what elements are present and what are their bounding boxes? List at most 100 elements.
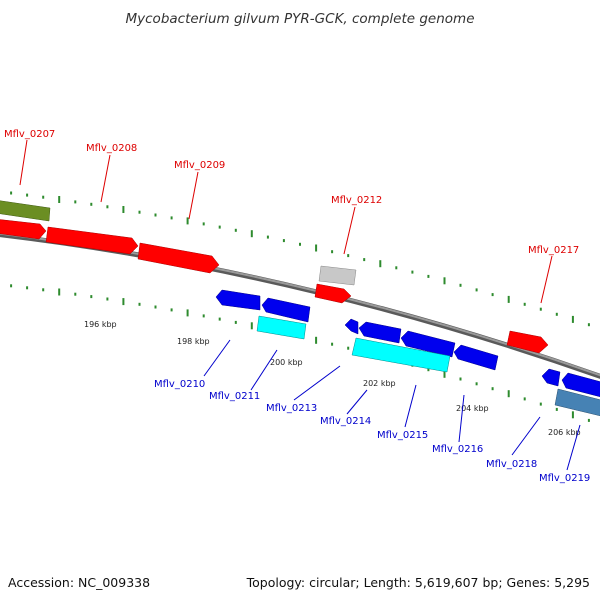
gene-label-mflv-0218[interactable]: Mflv_0218 [486,459,537,470]
major-tick [379,260,382,268]
gene-label-mflv-0212[interactable]: Mflv_0212 [331,195,382,206]
gene-label-mflv-0207[interactable]: Mflv_0207 [4,129,55,140]
minor-tick [347,346,350,350]
minor-tick [202,222,205,226]
minor-tick [154,305,157,309]
minor-tick [427,368,430,372]
gene-mflv-0214[interactable] [358,321,402,344]
major-tick [186,309,189,317]
gene-mflv-0207[interactable] [0,200,51,222]
scale-label-206: 206 kbp [548,428,581,437]
minor-tick [491,387,494,391]
minor-tick [234,228,237,232]
gene-grey[interactable] [318,265,357,286]
gene-mflv-0208[interactable] [45,226,139,255]
scale-label-196: 196 kbp [84,320,117,329]
major-tick [443,370,446,378]
gene-label-mflv-0211[interactable]: Mflv_0211 [209,391,260,402]
major-tick [507,295,510,303]
minor-tick [587,323,590,327]
gene-label-mflv-0213[interactable]: Mflv_0213 [266,403,317,414]
gene-label-mflv-0215[interactable]: Mflv_0215 [377,430,428,441]
gene-mflv-0211-cyan[interactable] [256,315,307,340]
minor-tick [539,402,542,406]
minor-tick [331,250,334,254]
minor-tick [234,320,237,324]
gene-mflv-0212[interactable] [314,283,352,304]
scale-label-204: 204 kbp [456,404,489,413]
major-tick [122,206,125,213]
minor-tick [138,302,141,306]
major-tick [250,230,253,238]
minor-tick [491,293,494,297]
minor-tick [26,286,29,290]
minor-tick [395,266,398,270]
gene-label-mflv-0209[interactable]: Mflv_0209 [174,160,225,171]
minor-tick [218,317,221,321]
gene-labels-bottom: Mflv_0210 Mflv_0211 Mflv_0213 Mflv_0214 … [154,379,590,484]
minor-tick [459,283,462,287]
label-leader-lines [19,139,581,471]
gene-mflv-0210[interactable] [215,289,261,311]
gene-label-mflv-0216[interactable]: Mflv_0216 [432,444,483,455]
minor-tick [10,191,13,195]
gene-labels-top: Mflv_0207 Mflv_0208 Mflv_0209 Mflv_0212 … [4,129,579,256]
major-tick [58,288,61,296]
outer-tick-ring [10,191,590,327]
gene-mflv-0218b[interactable] [561,372,600,398]
minor-tick [170,308,173,312]
major-tick [250,322,253,330]
gene-mflv-0214-cyan[interactable] [351,337,451,373]
gene-label-mflv-0217[interactable]: Mflv_0217 [528,245,579,256]
gene-mflv-0216[interactable] [453,344,499,371]
minor-tick [106,297,109,301]
minor-tick [523,397,526,401]
minor-tick [363,258,366,262]
minor-tick [475,382,478,386]
reverse-strand-genes [215,289,600,417]
minor-tick [26,193,29,197]
gene-mflv-0218[interactable] [541,368,561,387]
gene-mflv-0209[interactable] [137,242,220,274]
major-tick [186,217,189,225]
minor-tick [74,292,77,296]
minor-tick [42,195,45,199]
gene-label-mflv-0214[interactable]: Mflv_0214 [320,416,371,427]
minor-tick [555,407,558,411]
gene-mflv-0219[interactable] [554,388,600,417]
major-tick [315,336,318,344]
gene-mflv-0215[interactable] [400,330,456,358]
gene-label-mflv-0208[interactable]: Mflv_0208 [86,143,137,154]
scale-label-198: 198 kbp [177,337,210,346]
gene-mflv-0211[interactable] [261,297,311,323]
gene-mflv-0217[interactable] [506,330,549,354]
gene-label-mflv-0219[interactable]: Mflv_0219 [539,473,590,484]
minor-tick [202,314,205,318]
minor-tick [10,284,13,288]
minor-tick [299,242,301,246]
major-tick [571,411,574,419]
minor-tick [218,225,221,229]
minor-tick [170,216,173,220]
minor-tick [427,274,430,278]
minor-tick [459,377,462,381]
minor-tick [42,288,45,292]
figure-title: Mycobacterium gilvum PYR-GCK, complete g… [126,11,475,27]
scale-labels: 196 kbp 198 kbp 200 kbp 202 kbp 204 kbp … [84,320,581,437]
minor-tick [539,307,542,311]
minor-tick [475,288,478,292]
major-tick [122,298,125,306]
minor-tick [138,210,141,214]
scale-label-202: 202 kbp [363,379,396,388]
gene-mflv-0207b[interactable] [0,219,47,240]
gene-mflv-0213[interactable] [344,318,359,335]
minor-tick [90,295,93,299]
minor-tick [74,200,77,204]
scale-label-200: 200 kbp [270,358,303,367]
minor-tick [331,342,334,346]
minor-tick [411,270,414,274]
gene-label-mflv-0210[interactable]: Mflv_0210 [154,379,205,390]
major-tick [571,315,574,323]
